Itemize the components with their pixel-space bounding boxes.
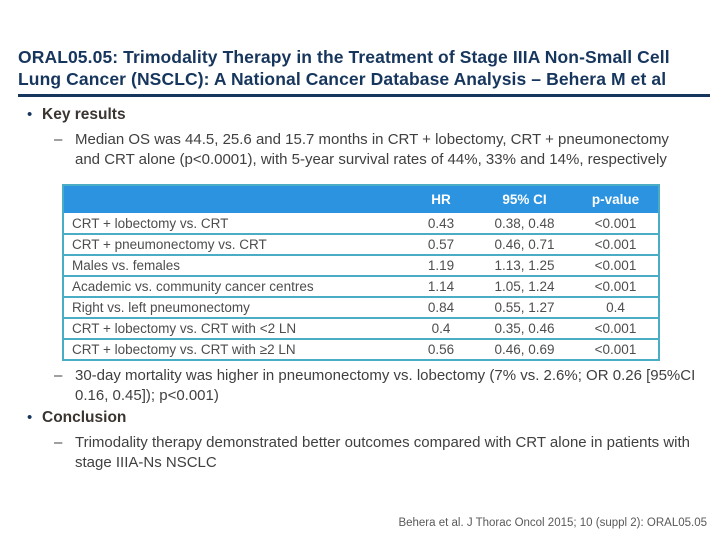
row-hr: 1.19	[406, 255, 476, 276]
table-row: CRT + lobectomy vs. CRT with <2 LN 0.4 0…	[63, 318, 659, 339]
row-label: Right vs. left pneumonectomy	[63, 297, 406, 318]
title-underline	[18, 94, 710, 97]
key-results-bullet: • Key results	[0, 105, 720, 125]
table-row: CRT + lobectomy vs. CRT 0.43 0.38, 0.48 …	[63, 213, 659, 234]
conclusion-heading: Conclusion	[42, 409, 127, 426]
row-label: CRT + pneumonectomy vs. CRT	[63, 234, 406, 255]
table-row: CRT + lobectomy vs. CRT with ≥2 LN 0.56 …	[63, 339, 659, 360]
conclusion-text-bullet: – Trimodality therapy demonstrated bette…	[0, 433, 720, 473]
row-hr: 0.4	[406, 318, 476, 339]
row-hr: 0.57	[406, 234, 476, 255]
bullet-icon: •	[27, 409, 33, 426]
column-header-empty	[63, 185, 406, 213]
slide-body: • Key results – Median OS was 44.5, 25.6…	[0, 103, 720, 473]
row-label: Males vs. females	[63, 255, 406, 276]
row-pvalue: <0.001	[573, 276, 659, 297]
citation-footer: Behera et al. J Thorac Oncol 2015; 10 (s…	[398, 517, 707, 529]
row-hr: 1.14	[406, 276, 476, 297]
median-os-bullet: – Median OS was 44.5, 25.6 and 15.7 mont…	[0, 130, 720, 170]
row-label: CRT + lobectomy vs. CRT with ≥2 LN	[63, 339, 406, 360]
row-label: CRT + lobectomy vs. CRT with <2 LN	[63, 318, 406, 339]
row-ci: 0.55, 1.27	[476, 297, 573, 318]
row-pvalue: 0.4	[573, 297, 659, 318]
column-header-ci: 95% CI	[476, 185, 573, 213]
row-hr: 0.43	[406, 213, 476, 234]
row-ci: 1.13, 1.25	[476, 255, 573, 276]
table-header-row: HR 95% CI p-value	[63, 185, 659, 213]
row-pvalue: <0.001	[573, 213, 659, 234]
mortality-bullet: – 30-day mortality was higher in pneumon…	[0, 366, 720, 406]
row-pvalue: <0.001	[573, 318, 659, 339]
bullet-icon: •	[27, 106, 33, 123]
dash-icon: –	[54, 367, 63, 384]
results-table-container: HR 95% CI p-value CRT + lobectomy vs. CR…	[62, 184, 720, 361]
row-pvalue: <0.001	[573, 234, 659, 255]
row-label: Academic vs. community cancer centres	[63, 276, 406, 297]
column-header-pvalue: p-value	[573, 185, 659, 213]
results-table: HR 95% CI p-value CRT + lobectomy vs. CR…	[62, 184, 660, 361]
mortality-text: 30-day mortality was higher in pneumonec…	[75, 367, 696, 404]
table-row: Right vs. left pneumonectomy 0.84 0.55, …	[63, 297, 659, 318]
key-results-heading: Key results	[42, 106, 126, 123]
row-label: CRT + lobectomy vs. CRT	[63, 213, 406, 234]
row-pvalue: <0.001	[573, 339, 659, 360]
conclusion-text: Trimodality therapy demonstrated better …	[75, 434, 691, 471]
row-pvalue: <0.001	[573, 255, 659, 276]
slide-title: ORAL05.05: Trimodality Therapy in the Tr…	[18, 47, 670, 89]
table-row: Academic vs. community cancer centres 1.…	[63, 276, 659, 297]
row-ci: 1.05, 1.24	[476, 276, 573, 297]
row-ci: 0.38, 0.48	[476, 213, 573, 234]
row-ci: 0.46, 0.69	[476, 339, 573, 360]
column-header-hr: HR	[406, 185, 476, 213]
table-row: CRT + pneumonectomy vs. CRT 0.57 0.46, 0…	[63, 234, 659, 255]
row-ci: 0.35, 0.46	[476, 318, 573, 339]
table-row: Males vs. females 1.19 1.13, 1.25 <0.001	[63, 255, 659, 276]
row-hr: 0.84	[406, 297, 476, 318]
row-hr: 0.56	[406, 339, 476, 360]
median-os-text: Median OS was 44.5, 25.6 and 15.7 months…	[75, 131, 669, 168]
conclusion-bullet: • Conclusion	[0, 408, 720, 428]
dash-icon: –	[54, 434, 63, 451]
dash-icon: –	[54, 131, 63, 148]
row-ci: 0.46, 0.71	[476, 234, 573, 255]
